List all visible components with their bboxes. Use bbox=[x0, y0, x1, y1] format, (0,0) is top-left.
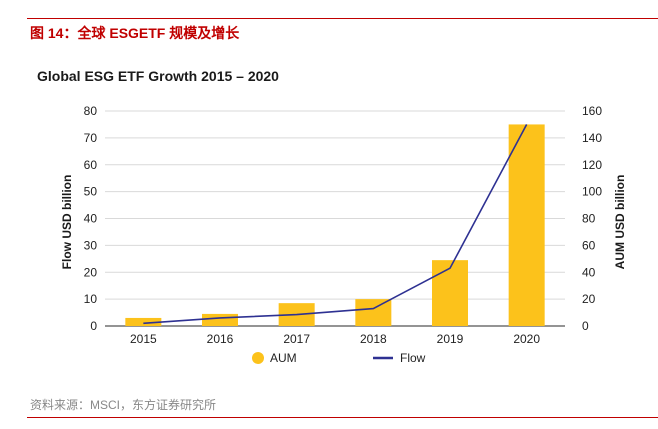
gridlines bbox=[105, 110, 565, 327]
left-tick-label: 80 bbox=[84, 104, 98, 118]
x-tick-label: 2015 bbox=[130, 332, 157, 346]
left-axis-ticks: 0 10 20 30 40 50 60 70 80 bbox=[84, 104, 98, 333]
top-rule bbox=[27, 18, 658, 19]
x-tick-label: 2020 bbox=[513, 332, 540, 346]
x-axis-ticks: 2015 2016 2017 2018 2019 2020 bbox=[130, 332, 540, 346]
left-tick-label: 20 bbox=[84, 265, 98, 279]
aum-bar bbox=[355, 299, 392, 326]
right-axis-title: AUM USD billion bbox=[613, 175, 627, 270]
left-tick-label: 50 bbox=[84, 185, 98, 199]
flow-line bbox=[143, 124, 528, 325]
right-tick-label: 40 bbox=[582, 265, 596, 279]
aum-bar bbox=[202, 313, 238, 326]
left-tick-label: 30 bbox=[84, 238, 98, 252]
aum-bar bbox=[508, 124, 545, 326]
source-note: 资料来源：MSCI，东方证券研究所 bbox=[30, 398, 217, 412]
right-tick-label: 60 bbox=[582, 238, 596, 252]
left-tick-label: 60 bbox=[84, 158, 98, 172]
x-tick-label: 2018 bbox=[360, 332, 387, 346]
flow-line-path bbox=[143, 124, 528, 325]
aum-bar bbox=[125, 317, 162, 326]
left-tick-label: 40 bbox=[84, 212, 98, 226]
right-tick-label: 160 bbox=[582, 104, 602, 118]
left-tick-label: 0 bbox=[90, 319, 97, 333]
x-tick-label: 2017 bbox=[283, 332, 310, 346]
aum-bar bbox=[432, 260, 468, 326]
right-tick-label: 120 bbox=[582, 158, 602, 172]
legend-flow-label: Flow bbox=[400, 351, 426, 365]
right-tick-label: 20 bbox=[582, 292, 596, 306]
figure-title: 图 14：全球 ESGETF 规模及增长 bbox=[30, 25, 240, 41]
x-tick-label: 2019 bbox=[437, 332, 464, 346]
legend: AUM Flow bbox=[252, 351, 426, 365]
aum-bars bbox=[125, 124, 545, 326]
right-axis-ticks: 0 20 40 60 80 100 120 140 160 bbox=[582, 104, 602, 333]
x-tick-label: 2016 bbox=[207, 332, 234, 346]
chart-title: Global ESG ETF Growth 2015 – 2020 bbox=[37, 68, 279, 84]
right-tick-label: 100 bbox=[582, 185, 602, 199]
legend-aum-marker bbox=[252, 352, 264, 364]
left-tick-label: 10 bbox=[84, 292, 98, 306]
left-tick-label: 70 bbox=[84, 131, 98, 145]
right-tick-label: 0 bbox=[582, 319, 589, 333]
right-tick-label: 80 bbox=[582, 212, 596, 226]
legend-aum-label: AUM bbox=[270, 351, 297, 365]
right-tick-label: 140 bbox=[582, 131, 602, 145]
left-axis-title: Flow USD billion bbox=[60, 175, 74, 270]
bottom-rule bbox=[27, 417, 658, 418]
